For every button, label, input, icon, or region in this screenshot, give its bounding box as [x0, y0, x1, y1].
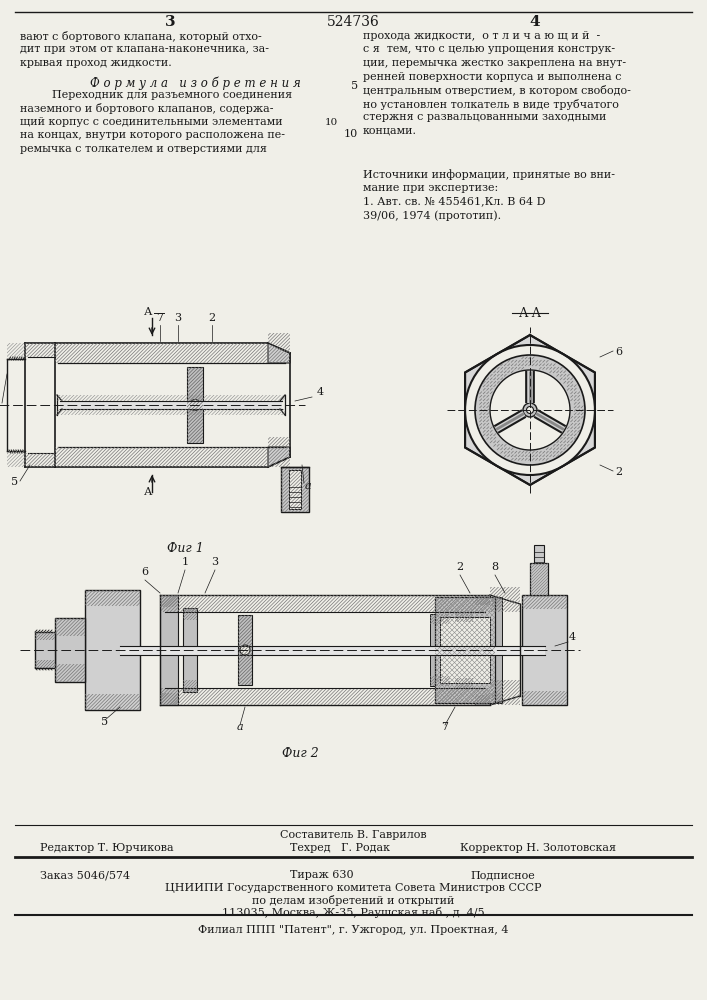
- Bar: [455, 612, 473, 688]
- Circle shape: [490, 370, 570, 450]
- Text: 2: 2: [209, 313, 216, 323]
- Text: 7: 7: [156, 313, 163, 323]
- Circle shape: [527, 406, 534, 414]
- Polygon shape: [268, 447, 290, 467]
- Bar: [281, 467, 309, 512]
- Text: Подписное: Подписное: [470, 870, 534, 880]
- Text: щий корпус с соединительными элементами: щий корпус с соединительными элементами: [20, 117, 283, 127]
- Polygon shape: [268, 343, 290, 363]
- Text: Заказ 5046/574: Заказ 5046/574: [40, 870, 130, 880]
- Text: 39/06, 1974 (прототип).: 39/06, 1974 (прототип).: [363, 210, 501, 221]
- Text: прохода жидкости,  о т л и ч а ю щ и й  -: прохода жидкости, о т л и ч а ю щ и й -: [363, 31, 600, 41]
- Circle shape: [240, 645, 250, 655]
- Text: 10: 10: [325, 118, 338, 127]
- Text: на концах, внутри которого расположена пе-: на концах, внутри которого расположена п…: [20, 130, 285, 140]
- Text: 6: 6: [615, 347, 622, 357]
- Text: а: а: [237, 722, 243, 732]
- Text: ремычка с толкателем и отверстиями для: ремычка с толкателем и отверстиями для: [20, 144, 267, 154]
- Bar: [530, 563, 548, 595]
- Bar: [85, 590, 140, 710]
- Bar: [120, 646, 545, 654]
- Circle shape: [465, 345, 595, 475]
- Text: 5: 5: [351, 81, 358, 91]
- Text: 1. Авт. св. № 455461,Кл. В 64 D: 1. Авт. св. № 455461,Кл. В 64 D: [363, 196, 546, 207]
- Text: концами.: концами.: [363, 125, 417, 135]
- Text: Филиал ППП "Патент", г. Ужгород, ул. Проектная, 4: Филиал ППП "Патент", г. Ужгород, ул. Про…: [198, 925, 508, 935]
- Text: Ф о р м у л а   и з о б р е т е н и я: Ф о р м у л а и з о б р е т е н и я: [90, 76, 300, 90]
- Text: Тираж 630: Тираж 630: [290, 870, 354, 880]
- Text: Техред   Г. Родак: Техред Г. Родак: [290, 843, 390, 853]
- Bar: [440, 617, 490, 683]
- Text: А-А: А-А: [518, 307, 542, 320]
- Text: 6: 6: [141, 567, 148, 577]
- Text: наземного и бортового клапанов, содержа-: наземного и бортового клапанов, содержа-: [20, 104, 274, 114]
- Bar: [160, 595, 178, 705]
- Bar: [55, 618, 85, 682]
- Bar: [475, 595, 490, 705]
- Text: 4: 4: [568, 632, 575, 642]
- Text: ренней поверхности корпуса и выполнена с: ренней поверхности корпуса и выполнена с: [363, 72, 621, 82]
- Bar: [522, 595, 567, 705]
- Text: 5: 5: [11, 477, 18, 487]
- Text: крывая проход жидкости.: крывая проход жидкости.: [20, 58, 172, 68]
- Polygon shape: [465, 335, 595, 485]
- Text: Корректор Н. Золотовская: Корректор Н. Золотовская: [460, 843, 616, 853]
- Text: Редактор Т. Юрчикова: Редактор Т. Юрчикова: [40, 843, 174, 853]
- Bar: [289, 470, 301, 509]
- Circle shape: [523, 403, 537, 417]
- Bar: [238, 615, 252, 685]
- Bar: [187, 367, 203, 443]
- Text: А: А: [144, 307, 152, 317]
- Circle shape: [189, 399, 201, 410]
- Text: 3: 3: [165, 15, 175, 29]
- Text: 3: 3: [211, 557, 218, 567]
- Text: 5: 5: [101, 717, 109, 727]
- Text: вают с бортового клапана, который отхо-: вают с бортового клапана, который отхо-: [20, 31, 262, 42]
- Bar: [60, 401, 282, 409]
- Text: стержня с развальцованными заходными: стержня с развальцованными заходными: [363, 112, 607, 122]
- Circle shape: [475, 355, 585, 465]
- Text: 4: 4: [530, 15, 540, 29]
- Text: 2: 2: [457, 562, 464, 572]
- Text: дит при этом от клапана-наконечника, за-: дит при этом от клапана-наконечника, за-: [20, 44, 269, 54]
- Bar: [435, 597, 495, 703]
- Text: Фиг 1: Фиг 1: [167, 542, 204, 555]
- Bar: [534, 545, 544, 563]
- Text: А: А: [144, 487, 152, 497]
- Text: 7: 7: [441, 722, 448, 732]
- Text: 4: 4: [317, 387, 324, 397]
- Text: центральным отверстием, в котором свободо-: центральным отверстием, в котором свобод…: [363, 85, 631, 96]
- Bar: [492, 597, 502, 703]
- Text: с я  тем, что с целью упрощения конструк-: с я тем, что с целью упрощения конструк-: [363, 44, 615, 54]
- Text: 10: 10: [344, 129, 358, 139]
- Text: Переходник для разъемного соединения: Переходник для разъемного соединения: [52, 90, 292, 100]
- Text: Источники информации, принятые во вни-: Источники информации, принятые во вни-: [363, 169, 615, 180]
- Text: ции, перемычка жестко закреплена на внут-: ции, перемычка жестко закреплена на внут…: [363, 58, 626, 68]
- Text: 1: 1: [182, 557, 189, 567]
- Text: 524736: 524736: [327, 15, 380, 29]
- Bar: [35, 632, 55, 668]
- Text: Составитель В. Гаврилов: Составитель В. Гаврилов: [280, 830, 426, 840]
- Text: ЦНИИПИ Государственного комитета Совета Министров СССР: ЦНИИПИ Государственного комитета Совета …: [165, 883, 542, 893]
- Text: а: а: [305, 481, 311, 491]
- Text: 2: 2: [615, 467, 622, 477]
- Text: 8: 8: [491, 562, 498, 572]
- Text: Фиг 2: Фиг 2: [281, 747, 318, 760]
- Bar: [430, 614, 450, 686]
- Text: мание при экспертизе:: мание при экспертизе:: [363, 183, 498, 193]
- Bar: [183, 608, 197, 692]
- Text: но установлен толкатель в виде трубчатого: но установлен толкатель в виде трубчатог…: [363, 99, 619, 109]
- Text: по делам изобретений и открытий: по делам изобретений и открытий: [252, 895, 454, 906]
- Text: 3: 3: [175, 313, 182, 323]
- Text: 113035, Москва, Ж-35, Раушская наб., д. 4/5: 113035, Москва, Ж-35, Раушская наб., д. …: [222, 907, 484, 918]
